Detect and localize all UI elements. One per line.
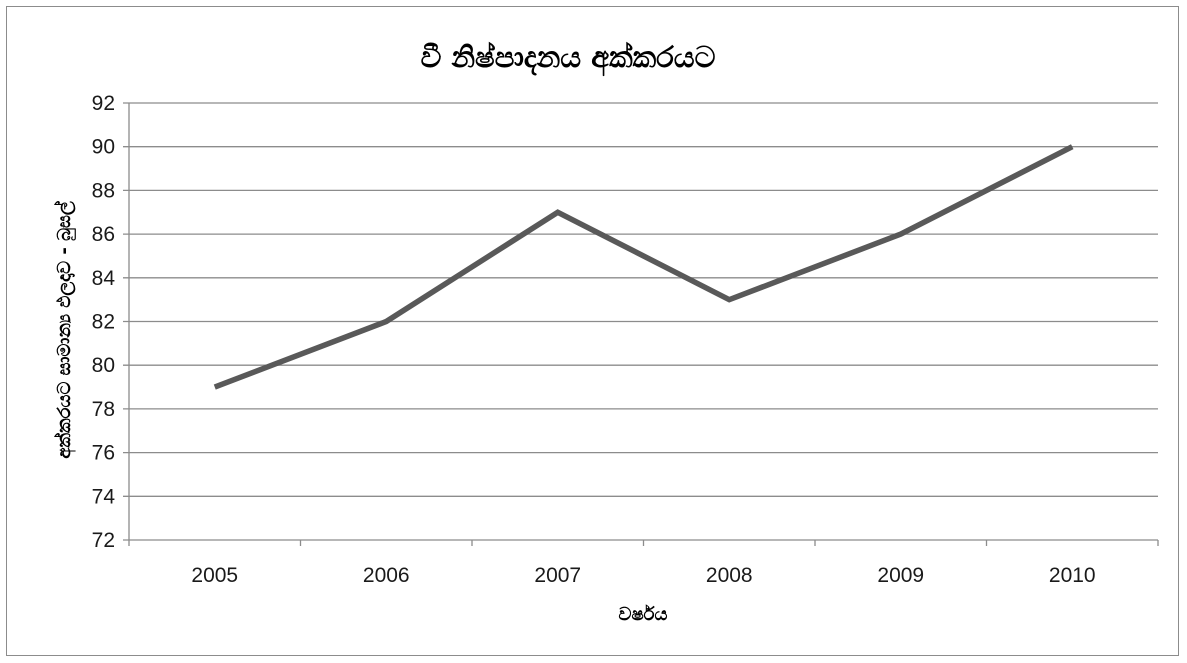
x-tick-label: 2010 <box>1049 564 1096 587</box>
x-axis-label: වර්ෂය <box>619 603 668 625</box>
x-tick-labels: 2005 2006 2007 2008 2009 2010 <box>191 564 1095 587</box>
y-tick-label: 78 <box>92 398 115 421</box>
series-group <box>213 144 1074 390</box>
chart-title: වී නිෂ්පාදනය අක්කරයට <box>421 40 716 77</box>
y-tick-label: 86 <box>92 223 115 246</box>
x-tick-label: 2007 <box>534 564 581 587</box>
y-tick-label: 82 <box>92 311 115 334</box>
x-tick-label: 2009 <box>877 564 924 587</box>
y-tick-label: 76 <box>92 442 115 465</box>
chart-frame <box>6 6 1179 656</box>
y-tick-labels: 72 74 76 78 80 82 84 86 88 90 92 <box>92 92 116 552</box>
y-tick-label: 90 <box>92 136 115 159</box>
y-tick-label: 74 <box>92 485 116 508</box>
y-tick-label: 92 <box>92 92 115 115</box>
x-tick-label: 2008 <box>706 564 753 587</box>
x-tick-label: 2005 <box>191 564 238 587</box>
y-axis-label: අක්කරයට සාමාන්‍ය ඵලදාව - බුසල් <box>53 200 76 458</box>
series-line <box>213 144 1074 390</box>
gridlines <box>123 102 1159 546</box>
y-tick-label: 80 <box>92 354 115 377</box>
x-tick-label: 2006 <box>363 564 410 587</box>
y-tick-label: 88 <box>92 179 115 202</box>
y-tick-label: 72 <box>92 529 115 552</box>
y-tick-label: 84 <box>92 267 116 290</box>
